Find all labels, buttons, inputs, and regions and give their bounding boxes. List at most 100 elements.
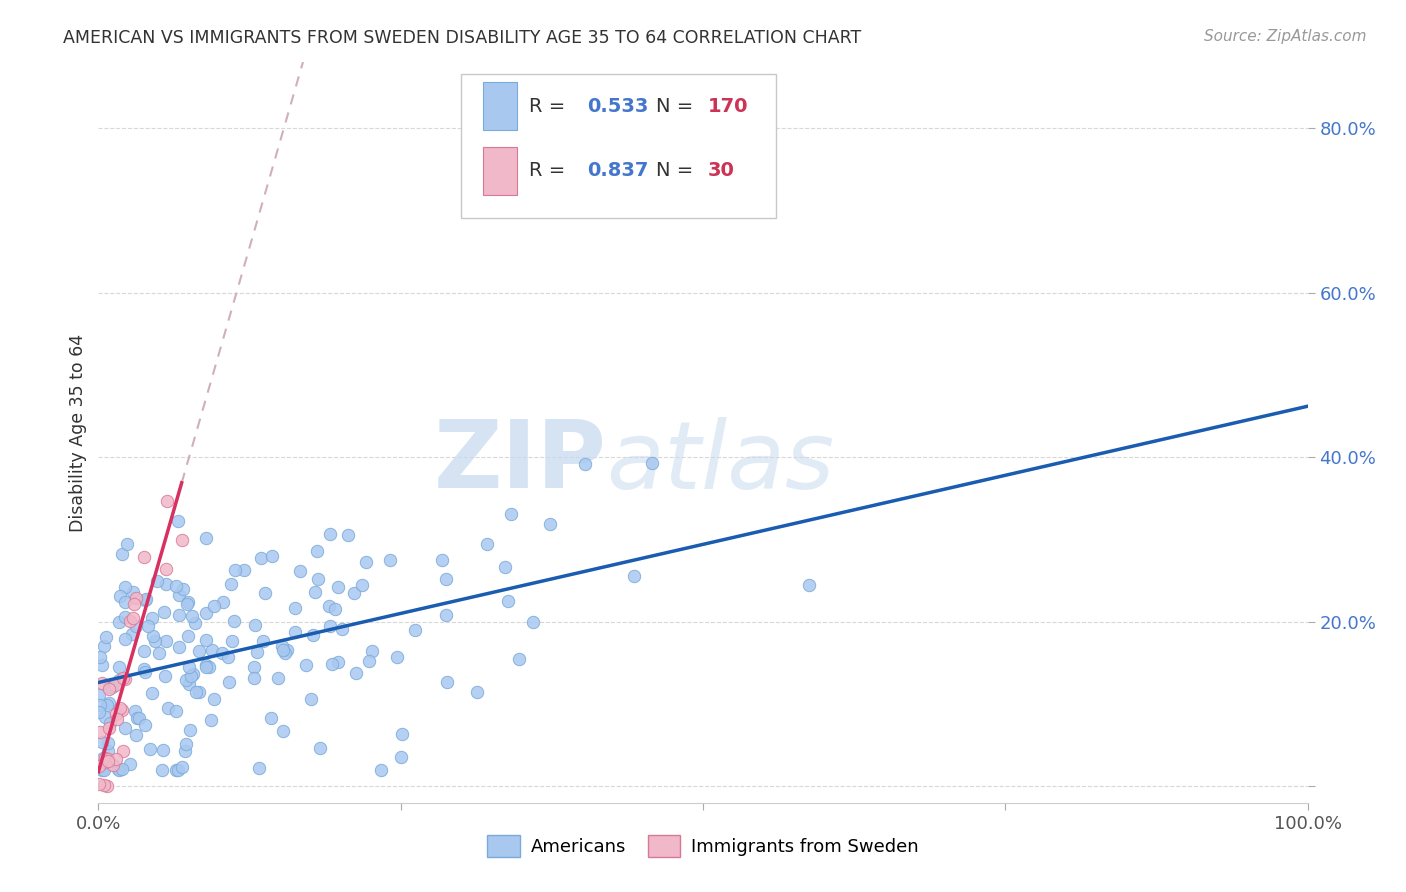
Point [319, 619, 342, 633]
Point [284, 625, 307, 640]
Text: Source: ZipAtlas.com: Source: ZipAtlas.com [1204, 29, 1367, 44]
Point [136, 618, 159, 632]
Point [522, 615, 544, 629]
Point [359, 654, 381, 668]
Point [94, 751, 117, 765]
Point [354, 555, 377, 569]
Point [352, 577, 374, 591]
Point [121, 610, 143, 624]
Point [186, 684, 208, 698]
Point [308, 741, 330, 756]
Point [94, 756, 117, 770]
Point [799, 578, 821, 592]
Point [304, 584, 326, 599]
FancyBboxPatch shape [482, 147, 517, 195]
Point [128, 711, 150, 725]
Point [167, 588, 190, 602]
Point [97, 682, 120, 697]
Point [150, 763, 173, 777]
Point [97, 754, 120, 768]
Point [143, 634, 166, 648]
Point [370, 763, 392, 777]
Point [430, 553, 453, 567]
Point [380, 553, 402, 567]
Point [155, 634, 177, 648]
Legend: Americans, Immigrants from Sweden: Americans, Immigrants from Sweden [479, 828, 927, 864]
Text: 30: 30 [707, 161, 735, 180]
Point [198, 659, 221, 673]
Point [125, 619, 148, 633]
Point [167, 763, 190, 777]
Point [127, 711, 149, 725]
Point [389, 750, 412, 764]
Point [114, 721, 136, 735]
Point [101, 680, 124, 694]
Point [125, 728, 148, 742]
Point [134, 718, 156, 732]
Point [108, 700, 131, 714]
Point [467, 685, 489, 699]
Point [173, 744, 195, 758]
Point [117, 536, 139, 550]
Text: N =: N = [655, 161, 699, 180]
Point [508, 652, 530, 666]
Point [108, 659, 131, 673]
Point [321, 657, 343, 671]
Point [211, 646, 233, 660]
Point [391, 727, 413, 741]
Point [114, 632, 136, 647]
Point [114, 580, 136, 594]
Point [177, 595, 200, 609]
Point [141, 686, 163, 700]
Text: 0.837: 0.837 [586, 161, 648, 180]
Point [274, 646, 297, 660]
Point [98, 680, 121, 694]
Point [146, 574, 169, 588]
Point [224, 614, 246, 628]
Point [110, 547, 132, 561]
Point [180, 668, 202, 682]
Point [188, 685, 211, 699]
Point [623, 569, 645, 583]
Point [233, 563, 256, 577]
Point [98, 716, 121, 731]
Point [254, 586, 277, 600]
Point [501, 507, 523, 521]
Point [114, 609, 136, 624]
Point [104, 706, 127, 721]
Point [271, 723, 294, 738]
Point [172, 582, 194, 597]
Point [156, 493, 179, 508]
Point [177, 677, 200, 691]
Point [103, 757, 125, 772]
Point [270, 639, 292, 653]
Point [221, 576, 243, 591]
Point [111, 763, 134, 777]
Point [108, 589, 131, 603]
Point [295, 658, 318, 673]
Point [120, 614, 142, 628]
Point [89, 777, 111, 791]
Point [211, 595, 233, 609]
Point [217, 649, 239, 664]
Point [97, 751, 120, 765]
Point [195, 531, 218, 545]
Point [318, 599, 340, 613]
Point [260, 711, 283, 725]
Point [124, 704, 146, 718]
Point [276, 643, 298, 657]
Point [167, 607, 190, 622]
Point [165, 579, 187, 593]
Point [195, 659, 218, 673]
Text: 170: 170 [707, 96, 748, 116]
Text: atlas: atlas [606, 417, 835, 508]
Point [181, 667, 204, 681]
Point [91, 676, 114, 690]
Point [135, 592, 157, 607]
Point [323, 602, 346, 616]
Point [247, 761, 270, 775]
Point [155, 577, 177, 591]
Point [174, 673, 197, 687]
Point [91, 657, 114, 672]
Point [108, 673, 131, 688]
